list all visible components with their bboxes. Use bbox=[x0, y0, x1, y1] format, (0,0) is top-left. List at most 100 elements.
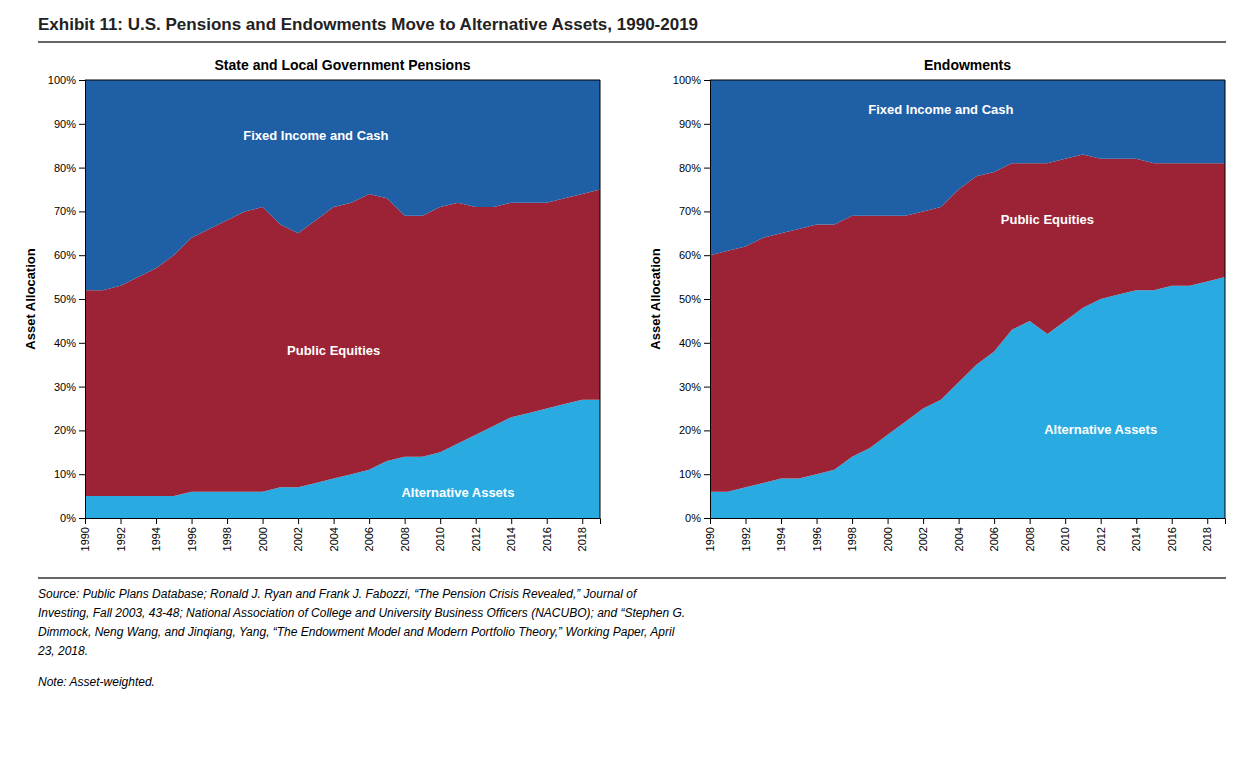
tick-mark bbox=[1030, 518, 1031, 524]
tick: 1994 bbox=[150, 518, 162, 551]
tick: 70% bbox=[54, 205, 85, 217]
tick: 2008 bbox=[399, 518, 411, 551]
tick-label: 100% bbox=[673, 74, 701, 86]
tick-mark bbox=[547, 518, 548, 524]
tick: 1992 bbox=[115, 518, 127, 551]
tick: 2016 bbox=[541, 518, 553, 551]
tick-label: 2012 bbox=[1095, 527, 1107, 551]
tick-mark bbox=[994, 518, 995, 524]
frame bbox=[600, 80, 601, 518]
tick-mark bbox=[1101, 518, 1102, 524]
tick-mark bbox=[79, 518, 85, 519]
tick: 2018 bbox=[1201, 518, 1213, 551]
tick: 2004 bbox=[953, 518, 965, 551]
annotation: Alternative Assets bbox=[401, 485, 514, 500]
tick-mark bbox=[79, 255, 85, 256]
tick: 1990 bbox=[79, 518, 91, 551]
tick: 70% bbox=[679, 205, 710, 217]
rule bbox=[38, 41, 1226, 43]
tick-mark bbox=[369, 518, 370, 524]
tick-mark bbox=[1172, 518, 1173, 524]
source-text: Note: Asset-weighted. bbox=[38, 675, 155, 689]
x-axis: 1990 1992 1994 1996 1998 2000 2002 2004 2006 2008… bbox=[79, 518, 600, 551]
tick-label: 2000 bbox=[882, 527, 894, 551]
title: Exhibit 11: U.S. Pensions and Endowments… bbox=[38, 15, 698, 34]
tick-label: 2016 bbox=[541, 527, 553, 551]
tick-mark bbox=[704, 211, 710, 212]
tick-mark bbox=[227, 518, 228, 524]
tick: 40% bbox=[54, 337, 85, 349]
tick-label: 1996 bbox=[811, 527, 823, 551]
panel: 0%10%20%30%40%50%60%70%80%90%100%1990199… bbox=[648, 57, 1226, 551]
tick-mark bbox=[79, 211, 85, 212]
tick-mark bbox=[704, 430, 710, 431]
tick: 20% bbox=[54, 424, 85, 436]
tick: 2010 bbox=[434, 518, 446, 551]
tick-mark bbox=[704, 343, 710, 344]
panel-title: State and Local Government Pensions bbox=[215, 57, 471, 73]
tick-mark bbox=[440, 518, 441, 524]
tick-label: 1996 bbox=[186, 527, 198, 551]
tick-mark bbox=[704, 168, 710, 169]
tick: 2014 bbox=[505, 518, 517, 551]
tick-label: 70% bbox=[679, 205, 701, 217]
tick-label: 2004 bbox=[328, 527, 340, 551]
tick-label: 2000 bbox=[257, 527, 269, 551]
tick-label: 2006 bbox=[363, 527, 375, 551]
tick: 10% bbox=[679, 468, 710, 480]
tick-mark bbox=[192, 518, 193, 524]
tick-mark bbox=[704, 124, 710, 125]
tick: 0% bbox=[685, 512, 710, 524]
frame bbox=[85, 80, 600, 81]
tick-label: 2014 bbox=[1130, 527, 1142, 551]
tick-label: 40% bbox=[679, 337, 701, 349]
tick-label: 1998 bbox=[221, 527, 233, 551]
tick: 2018 bbox=[576, 518, 588, 551]
tick-mark bbox=[710, 518, 711, 524]
tick-label: 60% bbox=[54, 249, 76, 261]
tick: 2002 bbox=[292, 518, 304, 551]
tick-label: 1998 bbox=[846, 527, 858, 551]
tick-mark bbox=[79, 474, 85, 475]
tick-mark bbox=[1065, 518, 1066, 524]
tick-mark bbox=[888, 518, 889, 524]
plot-area bbox=[85, 80, 600, 518]
y-axis: 0%10%20%30%40%50%60%70%80%90%100% bbox=[48, 74, 86, 524]
annotation: Alternative Assets bbox=[1044, 422, 1157, 437]
chart: Exhibit 11: U.S. Pensions and Endowments… bbox=[0, 0, 1256, 758]
tick: 0% bbox=[60, 512, 85, 524]
tick-label: 20% bbox=[679, 424, 701, 436]
tick: 30% bbox=[54, 381, 85, 393]
tick-mark bbox=[704, 255, 710, 256]
tick-mark bbox=[852, 518, 853, 524]
tick-label: 1992 bbox=[115, 527, 127, 551]
area bbox=[85, 80, 600, 290]
tick-mark bbox=[1207, 518, 1208, 524]
tick-label: 1990 bbox=[704, 527, 716, 551]
tick: 100% bbox=[673, 74, 710, 86]
tick: 2000 bbox=[882, 518, 894, 551]
tick-mark bbox=[334, 518, 335, 524]
tick: 1996 bbox=[811, 518, 823, 551]
tick-mark bbox=[79, 343, 85, 344]
tick-mark bbox=[817, 518, 818, 524]
tick: 90% bbox=[54, 118, 85, 130]
tick-label: 70% bbox=[54, 205, 76, 217]
axis-line bbox=[79, 81, 86, 519]
tick-label: 1994 bbox=[775, 527, 787, 551]
tick-mark bbox=[704, 474, 710, 475]
tick: 20% bbox=[679, 424, 710, 436]
rule bbox=[38, 577, 1226, 579]
frame bbox=[1225, 80, 1226, 518]
tick-label: 60% bbox=[679, 249, 701, 261]
tick-mark bbox=[85, 518, 86, 524]
source-text: Source: Public Plans Database; Ronald J.… bbox=[38, 587, 638, 601]
area bbox=[710, 80, 1225, 255]
tick: 2008 bbox=[1024, 518, 1036, 551]
tick-label: 2018 bbox=[1201, 527, 1213, 551]
source-text: 23, 2018. bbox=[37, 644, 88, 658]
tick-label: 1994 bbox=[150, 527, 162, 551]
tick-mark bbox=[263, 518, 264, 524]
source-text: Investing, Fall 2003, 43-48; National As… bbox=[38, 606, 685, 620]
tick-label: 100% bbox=[48, 74, 76, 86]
